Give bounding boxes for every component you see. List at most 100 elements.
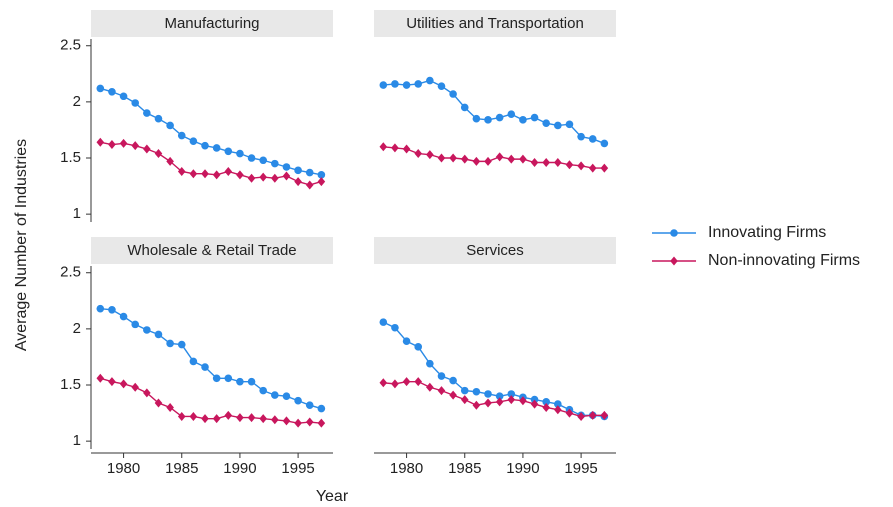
point <box>391 80 399 88</box>
point <box>294 166 302 175</box>
point <box>294 418 302 428</box>
point <box>143 326 151 334</box>
point <box>236 377 244 386</box>
point <box>495 392 504 401</box>
point <box>426 150 434 160</box>
point <box>542 119 550 128</box>
point <box>317 171 326 179</box>
point <box>201 363 209 371</box>
x-tick-label: 1985 <box>165 460 198 477</box>
point <box>108 140 116 150</box>
point <box>96 137 105 147</box>
point <box>212 144 221 152</box>
point <box>414 80 423 88</box>
point <box>282 392 291 401</box>
point <box>391 143 399 153</box>
point <box>224 166 233 176</box>
panel-header <box>91 237 333 264</box>
point <box>379 378 388 388</box>
point <box>166 402 174 412</box>
point <box>96 373 105 383</box>
point <box>437 386 446 396</box>
point <box>600 410 609 420</box>
point <box>484 156 492 166</box>
point <box>426 359 434 368</box>
point <box>108 377 116 387</box>
point <box>530 113 539 122</box>
y-axis-label: Average Number of Industries <box>13 139 30 351</box>
x-tick-label: 1990 <box>223 460 256 477</box>
point <box>317 404 326 413</box>
point <box>317 177 326 187</box>
point <box>212 414 221 424</box>
point <box>460 103 469 112</box>
point <box>143 388 151 398</box>
point <box>542 157 550 167</box>
point <box>484 390 492 398</box>
point <box>414 149 423 159</box>
point <box>484 398 492 408</box>
point <box>271 415 279 425</box>
point <box>379 142 388 152</box>
point <box>554 400 562 408</box>
point <box>402 81 411 89</box>
point <box>460 386 469 395</box>
point <box>247 154 256 162</box>
x-axis-label: Year <box>316 488 349 505</box>
point <box>189 357 198 366</box>
point <box>212 374 221 383</box>
point <box>305 180 314 190</box>
point <box>96 84 105 93</box>
point <box>154 149 163 159</box>
y-tick-label: 1 <box>73 205 81 222</box>
panel-header <box>374 237 616 264</box>
point <box>460 154 469 164</box>
point <box>282 171 291 181</box>
point <box>472 387 481 396</box>
point <box>495 397 504 407</box>
x-tick-label: 1990 <box>506 460 539 477</box>
panel-title: Utilities and Transportation <box>406 15 584 32</box>
point <box>236 149 244 158</box>
x-tick-label: 1980 <box>107 460 140 477</box>
y-tick-label: 1.5 <box>60 376 81 393</box>
point <box>119 379 128 389</box>
point <box>379 318 388 326</box>
point <box>554 121 562 130</box>
point <box>189 169 198 179</box>
point <box>201 169 209 179</box>
point <box>495 152 504 162</box>
point <box>600 163 609 173</box>
y-tick-label: 2 <box>73 320 81 337</box>
point <box>177 340 186 349</box>
point <box>554 157 562 167</box>
panel-header <box>91 10 333 37</box>
point <box>108 87 116 96</box>
point <box>131 382 140 392</box>
point <box>542 398 550 406</box>
point <box>259 156 267 165</box>
point <box>402 337 411 346</box>
point <box>189 137 198 145</box>
point <box>166 156 174 166</box>
point <box>189 411 198 421</box>
point <box>247 173 256 183</box>
point <box>177 411 186 421</box>
y-tick-label: 1.5 <box>60 149 81 166</box>
point <box>154 114 163 123</box>
legend-marker <box>670 256 678 266</box>
point <box>484 116 492 124</box>
y-tick-label: 1 <box>73 432 81 449</box>
point <box>519 396 527 406</box>
point <box>507 390 516 398</box>
point <box>600 139 609 148</box>
point <box>449 376 457 385</box>
point <box>96 304 105 313</box>
point <box>247 377 256 386</box>
point <box>426 76 434 85</box>
point <box>449 153 457 163</box>
point <box>437 82 446 90</box>
panel-header <box>374 10 616 37</box>
point <box>519 154 527 164</box>
